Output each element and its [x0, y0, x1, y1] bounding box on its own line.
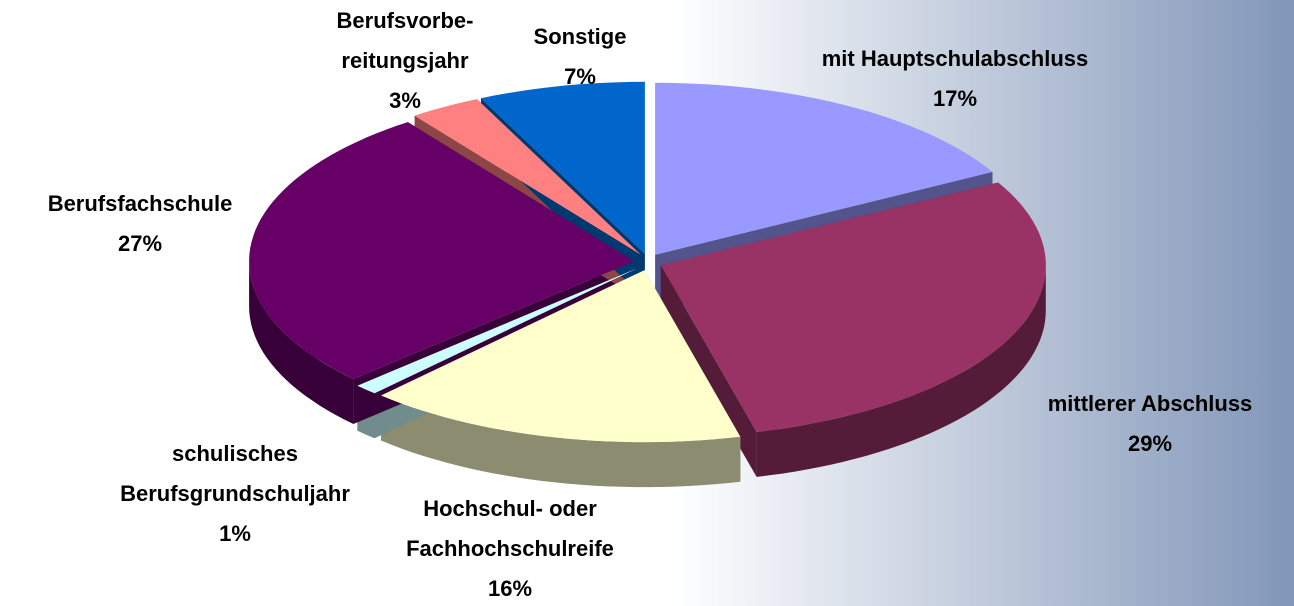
- value-label: 29%: [1128, 431, 1172, 456]
- slice-label: mittlerer Abschluss: [1048, 391, 1253, 416]
- value-label: 3%: [389, 88, 421, 113]
- slice-side: [249, 261, 354, 424]
- slice-label: Sonstige: [534, 24, 627, 49]
- slice: [414, 99, 641, 255]
- slice-label: Berufsfachschule: [48, 191, 233, 216]
- value-label: 16%: [488, 576, 532, 601]
- value-label: 17%: [933, 86, 977, 111]
- slice-side: [756, 265, 1046, 477]
- slice: [481, 81, 645, 254]
- value-label: 1%: [219, 521, 251, 546]
- slice-label: Hochschul- oder Fachhochschulreife: [406, 496, 614, 561]
- slice: [249, 122, 635, 379]
- slice: [660, 182, 1046, 432]
- value-label: 27%: [118, 231, 162, 256]
- slice-side: [381, 395, 741, 488]
- slice-label: Berufsvorbe-reitungsjahr: [337, 8, 474, 73]
- slice-label: mit Hauptschulabschluss: [822, 46, 1089, 71]
- slice-label: schulisches Berufsgrundschuljahr: [120, 441, 350, 506]
- slice: [357, 267, 639, 394]
- slice: [655, 82, 993, 255]
- slice: [381, 270, 741, 443]
- value-label: 7%: [564, 64, 596, 89]
